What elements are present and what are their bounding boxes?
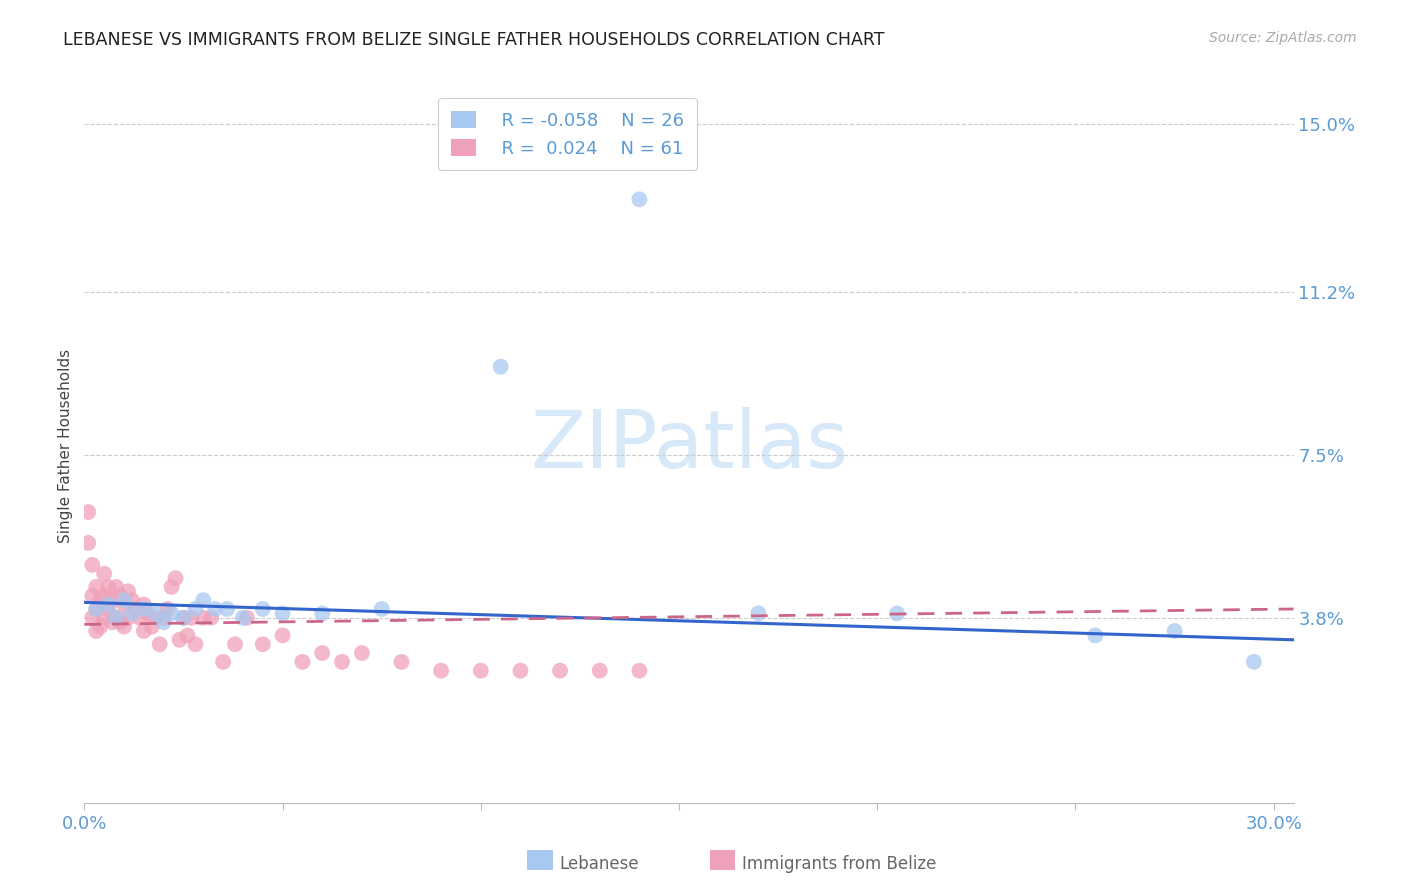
Text: LEBANESE VS IMMIGRANTS FROM BELIZE SINGLE FATHER HOUSEHOLDS CORRELATION CHART: LEBANESE VS IMMIGRANTS FROM BELIZE SINGL… [63, 31, 884, 49]
Point [271, 607, 294, 621]
Point [152, 611, 174, 625]
Point [101, 593, 124, 607]
Point [172, 611, 194, 625]
Point [89, 593, 111, 607]
Point [252, 602, 274, 616]
Point [1243, 655, 1265, 669]
Point [160, 607, 183, 621]
Point [271, 628, 294, 642]
Point [200, 611, 222, 625]
Point [132, 598, 155, 612]
Point [204, 602, 226, 616]
Text: Lebanese: Lebanese [560, 855, 640, 873]
Point [370, 602, 392, 616]
Point [125, 602, 148, 616]
Point [77, 536, 100, 550]
Point [97, 580, 120, 594]
Point [589, 664, 612, 678]
Point [105, 580, 128, 594]
Point [77, 505, 100, 519]
Point [121, 607, 143, 621]
Point [236, 611, 259, 625]
Point [97, 602, 120, 616]
Point [169, 632, 191, 647]
Point [224, 637, 246, 651]
Point [252, 637, 274, 651]
Point [291, 655, 314, 669]
Point [112, 619, 135, 633]
Point [886, 607, 908, 621]
Point [141, 619, 163, 633]
Point [391, 655, 413, 669]
Point [93, 566, 115, 581]
Point [350, 646, 373, 660]
Point [747, 607, 769, 621]
Point [145, 607, 167, 621]
Point [311, 646, 333, 660]
Point [132, 624, 155, 638]
Point [176, 628, 198, 642]
Point [108, 589, 131, 603]
Point [136, 607, 159, 621]
Point [172, 611, 194, 625]
Point [101, 615, 124, 630]
Point [128, 611, 150, 625]
Text: Immigrants from Belize: Immigrants from Belize [742, 855, 936, 873]
Legend:   R = -0.058    N = 26,   R =  0.024    N = 61: R = -0.058 N = 26, R = 0.024 N = 61 [439, 98, 697, 170]
Point [89, 619, 111, 633]
Point [105, 611, 128, 625]
Point [121, 593, 143, 607]
Point [105, 611, 128, 625]
Point [108, 615, 131, 630]
Point [82, 611, 104, 625]
Point [97, 598, 120, 612]
Point [84, 624, 107, 638]
Point [330, 655, 353, 669]
Point [145, 611, 167, 625]
Point [93, 589, 115, 603]
Point [117, 611, 139, 625]
Point [217, 602, 239, 616]
Point [82, 589, 104, 603]
Y-axis label: Single Father Households: Single Father Households [58, 349, 73, 543]
Point [193, 593, 215, 607]
Point [628, 192, 651, 206]
Text: Source: ZipAtlas.com: Source: ZipAtlas.com [1209, 31, 1357, 45]
Point [1163, 624, 1185, 638]
Point [184, 602, 207, 616]
Point [84, 602, 107, 616]
Point [311, 607, 333, 621]
Point [84, 580, 107, 594]
Point [165, 571, 187, 585]
Point [1084, 628, 1107, 642]
Point [180, 611, 202, 625]
Point [160, 580, 183, 594]
Point [470, 664, 492, 678]
Point [509, 664, 531, 678]
Point [548, 664, 571, 678]
Point [152, 615, 174, 630]
Point [628, 664, 651, 678]
Point [430, 664, 453, 678]
Point [489, 359, 512, 374]
Point [84, 602, 107, 616]
Point [212, 655, 235, 669]
Point [156, 602, 179, 616]
Point [132, 602, 155, 616]
Point [149, 637, 172, 651]
Point [193, 611, 215, 625]
Point [93, 611, 115, 625]
Point [232, 611, 254, 625]
Text: ZIPatlas: ZIPatlas [530, 407, 848, 485]
Point [82, 558, 104, 572]
Point [184, 637, 207, 651]
Point [117, 584, 139, 599]
Point [112, 593, 135, 607]
Point [112, 598, 135, 612]
